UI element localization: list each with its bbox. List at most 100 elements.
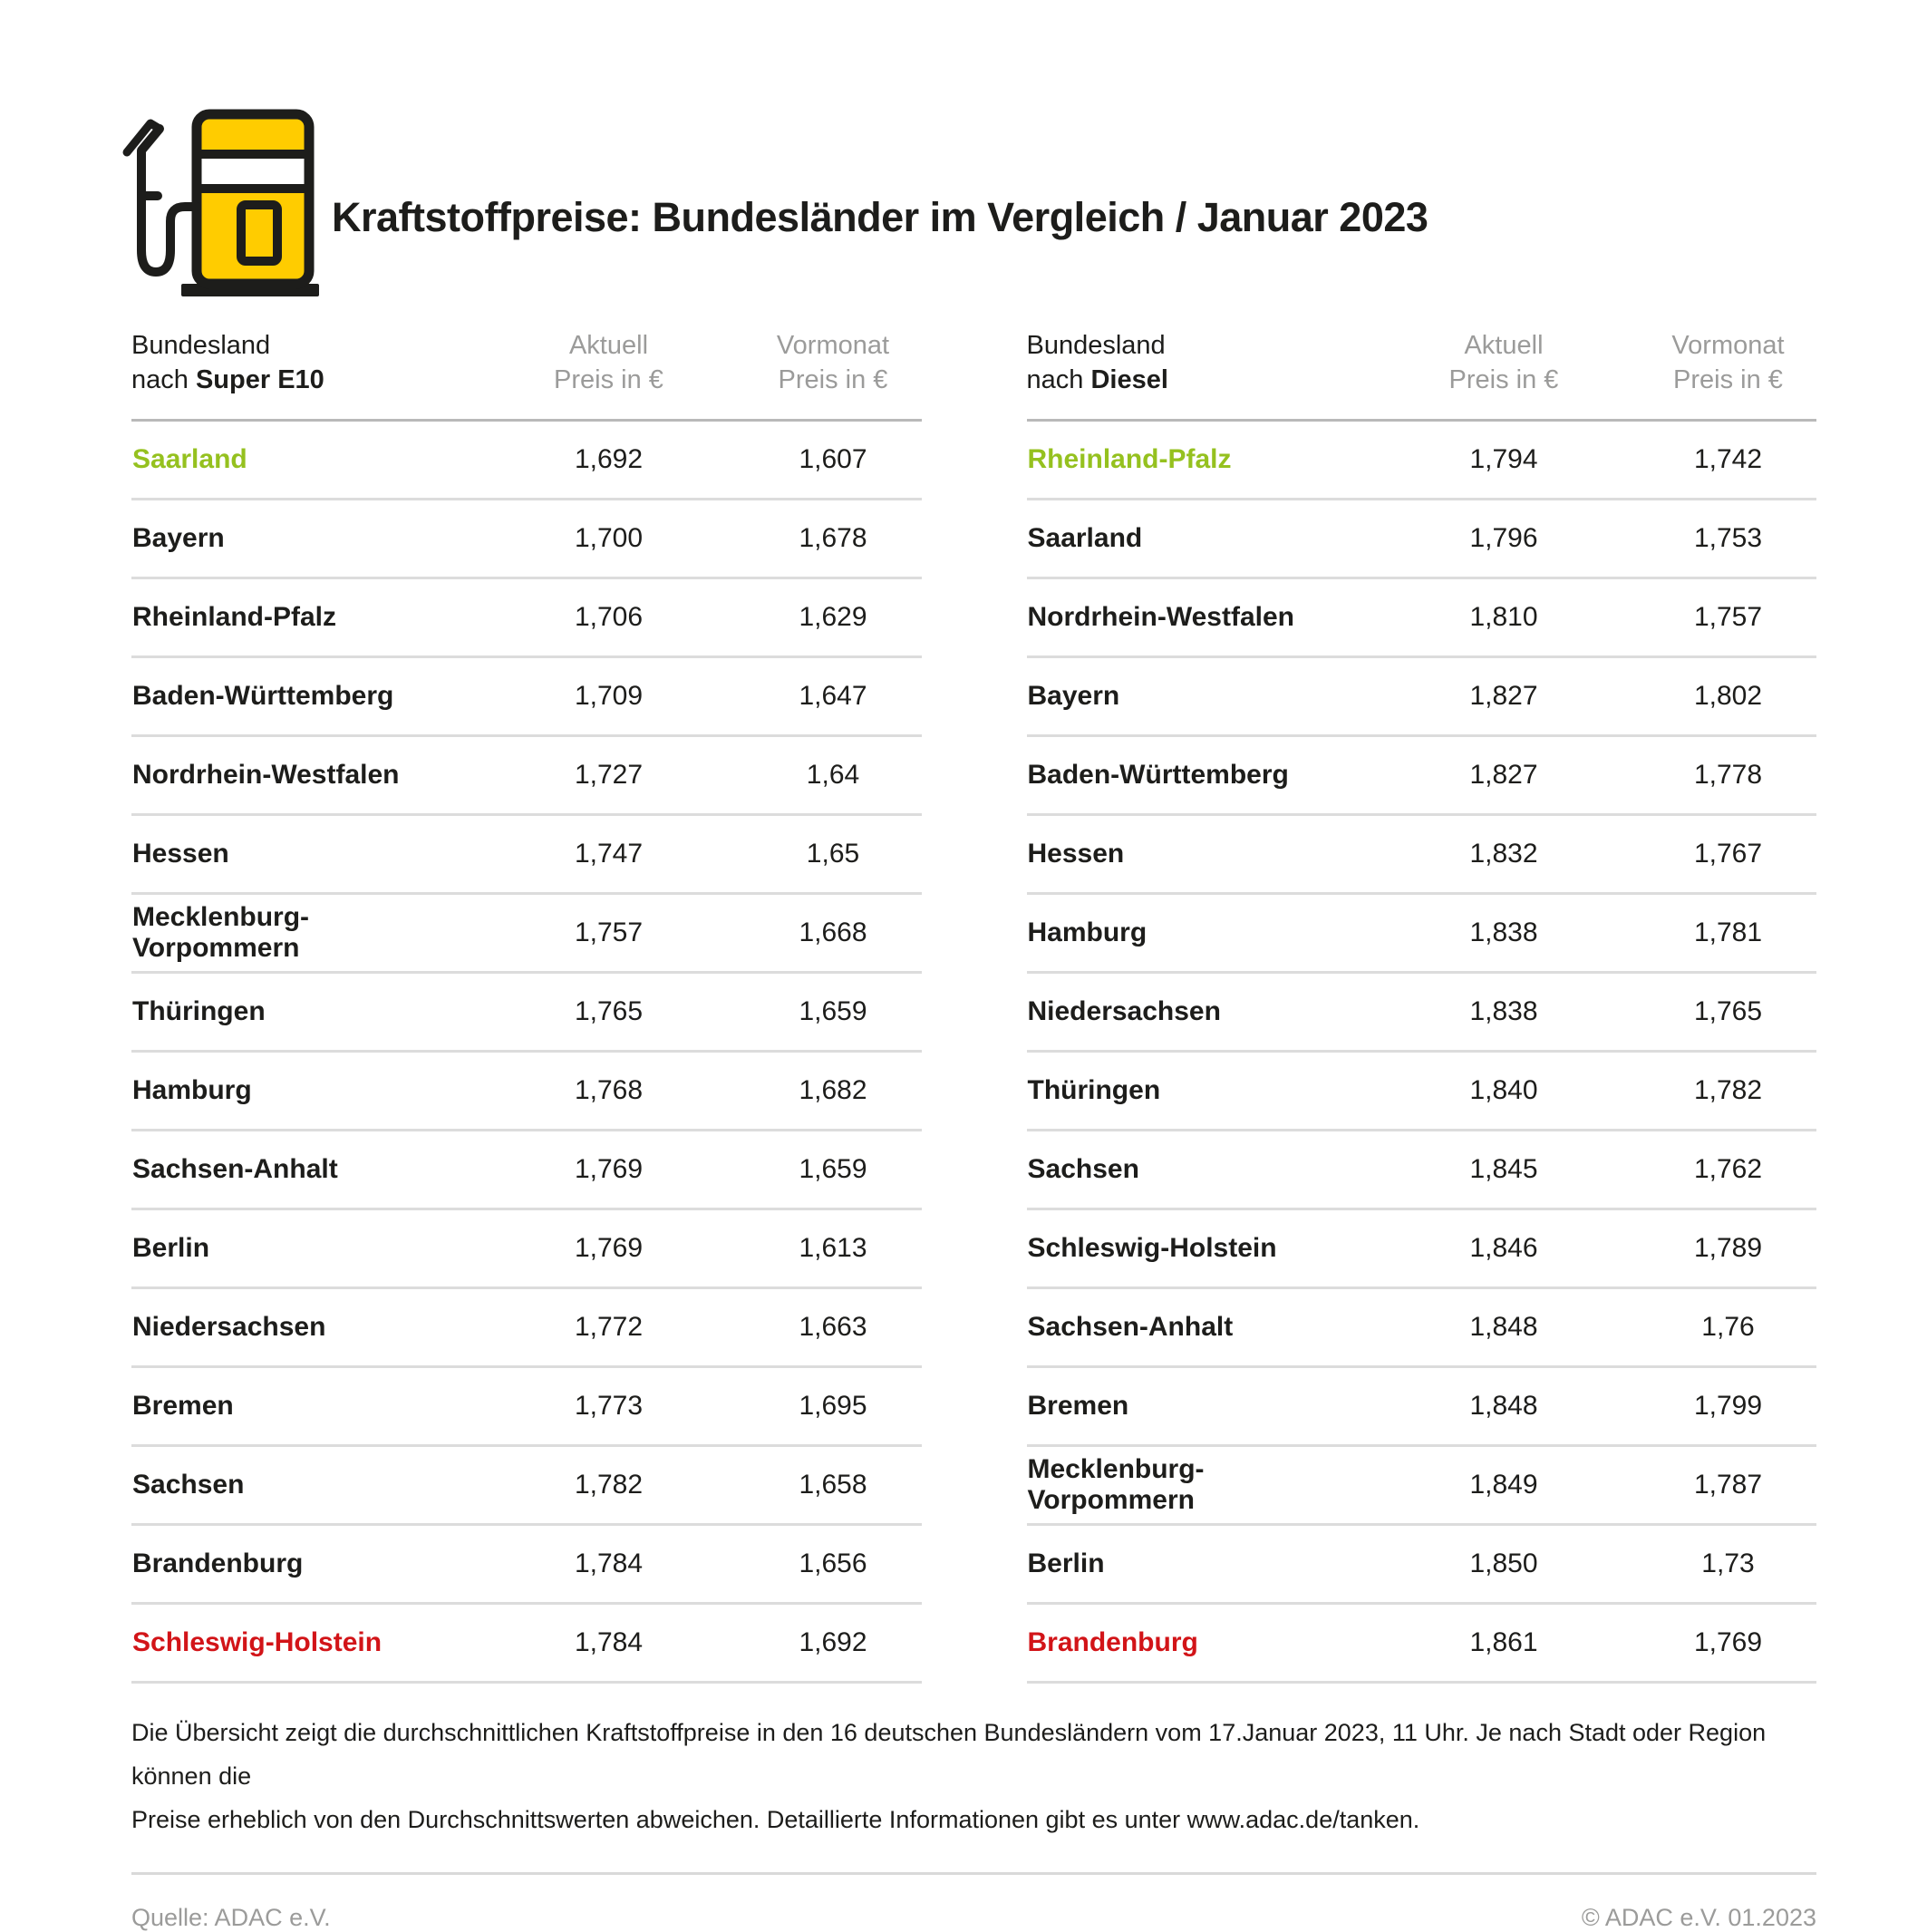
table-row: Niedersachsen 1,838 1,765	[1026, 974, 1816, 1053]
state-name: Bayern	[132, 523, 225, 553]
table-row: Hamburg 1,838 1,781	[1026, 895, 1816, 974]
aktuell-price: 1,784	[574, 1627, 644, 1657]
column-header-aktuell: Aktuell Preis in €	[473, 328, 745, 397]
aktuell-price: 1,773	[574, 1391, 644, 1421]
state-name: Thüringen	[1027, 1075, 1161, 1105]
table-header: Bundesland nach Diesel Aktuell Preis in …	[1026, 328, 1816, 422]
state-name: Niedersachsen	[1027, 996, 1221, 1026]
aktuell-price: 1,700	[574, 523, 644, 553]
column-header-bundesland: Bundesland nach Super E10	[131, 328, 473, 397]
aktuell-price: 1,692	[574, 444, 644, 474]
table-body: Saarland 1,692 1,607 Bayern 1,700 1,678 Rheinl…	[131, 422, 922, 1684]
aktuell-price: 1,832	[1469, 839, 1538, 869]
aktuell-price: 1,848	[1469, 1312, 1538, 1342]
aktuell-price: 1,849	[1469, 1470, 1538, 1500]
table-row: Brandenburg 1,861 1,769	[1026, 1605, 1816, 1684]
footnote: Die Übersicht zeigt die durchschnittlich…	[131, 1711, 1816, 1841]
table-row: Baden-Württemberg 1,827 1,778	[1026, 737, 1816, 816]
table-row: Schleswig-Holstein 1,784 1,692	[131, 1605, 922, 1684]
tables-container: Bundesland nach Super E10 Aktuell Preis …	[131, 328, 1816, 1684]
vormonat-price: 1,769	[1693, 1627, 1763, 1657]
state-name: Baden-Württemberg	[1027, 760, 1289, 790]
aktuell-price: 1,846	[1469, 1233, 1538, 1263]
vormonat-price: 1,659	[799, 996, 867, 1026]
vormonat-price: 1,678	[799, 523, 867, 553]
vormonat-price: 1,682	[799, 1075, 867, 1105]
column-header-aktuell: Aktuell Preis in €	[1368, 328, 1640, 397]
aktuell-price: 1,768	[574, 1075, 644, 1105]
state-name: Sachsen	[1027, 1154, 1139, 1184]
vormonat-price: 1,787	[1693, 1470, 1763, 1500]
state-name: Hessen	[1027, 839, 1125, 869]
footnote-line2: Preise erheblich von den Durchschnittswe…	[131, 1806, 1420, 1833]
table-row: Rheinland-Pfalz 1,794 1,742	[1026, 422, 1816, 500]
table-row: Schleswig-Holstein 1,846 1,789	[1026, 1210, 1816, 1289]
vormonat-label: Vormonat	[1671, 331, 1785, 360]
table-row: Bremen 1,848 1,799	[1026, 1368, 1816, 1447]
state-name: Brandenburg	[1027, 1627, 1198, 1657]
vormonat-label: Vormonat	[776, 331, 890, 360]
vormonat-price: 1,742	[1693, 444, 1763, 474]
vormonat-price: 1,64	[806, 760, 860, 790]
vormonat-price: 1,76	[1701, 1312, 1755, 1342]
table-row: Baden-Württemberg 1,709 1,647	[131, 658, 922, 737]
state-name: Berlin	[1027, 1549, 1105, 1578]
state-name: Niedersachsen	[132, 1312, 326, 1342]
aktuell-price: 1,709	[574, 681, 644, 711]
state-name: Hamburg	[132, 1075, 252, 1105]
state-name: Bremen	[132, 1391, 234, 1421]
header-prefix: nach	[131, 365, 196, 394]
aktuell-price: 1,810	[1469, 602, 1538, 632]
table-row: Sachsen 1,845 1,762	[1026, 1131, 1816, 1210]
aktuell-label: Aktuell	[1464, 331, 1544, 360]
source-label: Quelle: ADAC e.V.	[131, 1904, 331, 1931]
footer: Quelle: ADAC e.V. © ADAC e.V. 01.2023	[131, 1904, 1816, 1932]
table-row: Mecklenburg-Vorpommern 1,849 1,787	[1026, 1447, 1816, 1526]
vormonat-price: 1,607	[799, 444, 867, 474]
vormonat-price: 1,668	[799, 917, 867, 947]
table-row: Hessen 1,747 1,65	[131, 816, 922, 895]
vormonat-price: 1,778	[1693, 760, 1763, 790]
aktuell-unit: Preis in €	[1448, 365, 1559, 394]
aktuell-price: 1,769	[574, 1154, 644, 1184]
aktuell-price: 1,838	[1469, 996, 1538, 1026]
vormonat-price: 1,799	[1693, 1391, 1763, 1421]
vormonat-price: 1,658	[799, 1470, 867, 1500]
state-name: Nordrhein-Westfalen	[1027, 602, 1294, 632]
table-row: Sachsen 1,782 1,658	[131, 1447, 922, 1526]
state-name: Schleswig-Holstein	[132, 1627, 382, 1657]
state-name: Bremen	[1027, 1391, 1129, 1421]
table-super-e10: Bundesland nach Super E10 Aktuell Preis …	[131, 328, 922, 1684]
header-line1: Bundesland	[131, 331, 271, 360]
aktuell-price: 1,772	[574, 1312, 644, 1342]
state-name: Sachsen-Anhalt	[132, 1154, 338, 1184]
table-row: Sachsen-Anhalt 1,848 1,76	[1026, 1289, 1816, 1368]
fuel-pump-icon	[122, 109, 319, 296]
footer-divider	[131, 1872, 1816, 1875]
aktuell-price: 1,765	[574, 996, 644, 1026]
aktuell-price: 1,796	[1469, 523, 1538, 553]
table-body: Rheinland-Pfalz 1,794 1,742 Saarland 1,796 1,…	[1026, 422, 1816, 1684]
state-name: Brandenburg	[132, 1549, 304, 1578]
copyright-label: © ADAC e.V. 01.2023	[1581, 1904, 1816, 1931]
vormonat-price: 1,692	[799, 1627, 867, 1657]
header-prefix: nach	[1026, 365, 1091, 394]
state-name: Mecklenburg-Vorpommern	[1027, 1454, 1205, 1515]
state-name: Hamburg	[1027, 917, 1147, 947]
vormonat-price: 1,767	[1693, 839, 1763, 869]
aktuell-price: 1,838	[1469, 917, 1538, 947]
vormonat-price: 1,65	[806, 839, 860, 869]
aktuell-price: 1,848	[1469, 1391, 1538, 1421]
vormonat-price: 1,802	[1693, 681, 1763, 711]
header-line1: Bundesland	[1026, 331, 1166, 360]
table-row: Thüringen 1,765 1,659	[131, 974, 922, 1053]
aktuell-price: 1,794	[1469, 444, 1538, 474]
aktuell-price: 1,861	[1469, 1627, 1538, 1657]
aktuell-price: 1,747	[574, 839, 644, 869]
aktuell-price: 1,782	[574, 1470, 644, 1500]
vormonat-price: 1,647	[799, 681, 867, 711]
column-header-bundesland: Bundesland nach Diesel	[1027, 328, 1369, 397]
table-row: Saarland 1,692 1,607	[131, 422, 922, 500]
state-name: Berlin	[132, 1233, 210, 1263]
table-header: Bundesland nach Super E10 Aktuell Preis …	[131, 328, 922, 422]
